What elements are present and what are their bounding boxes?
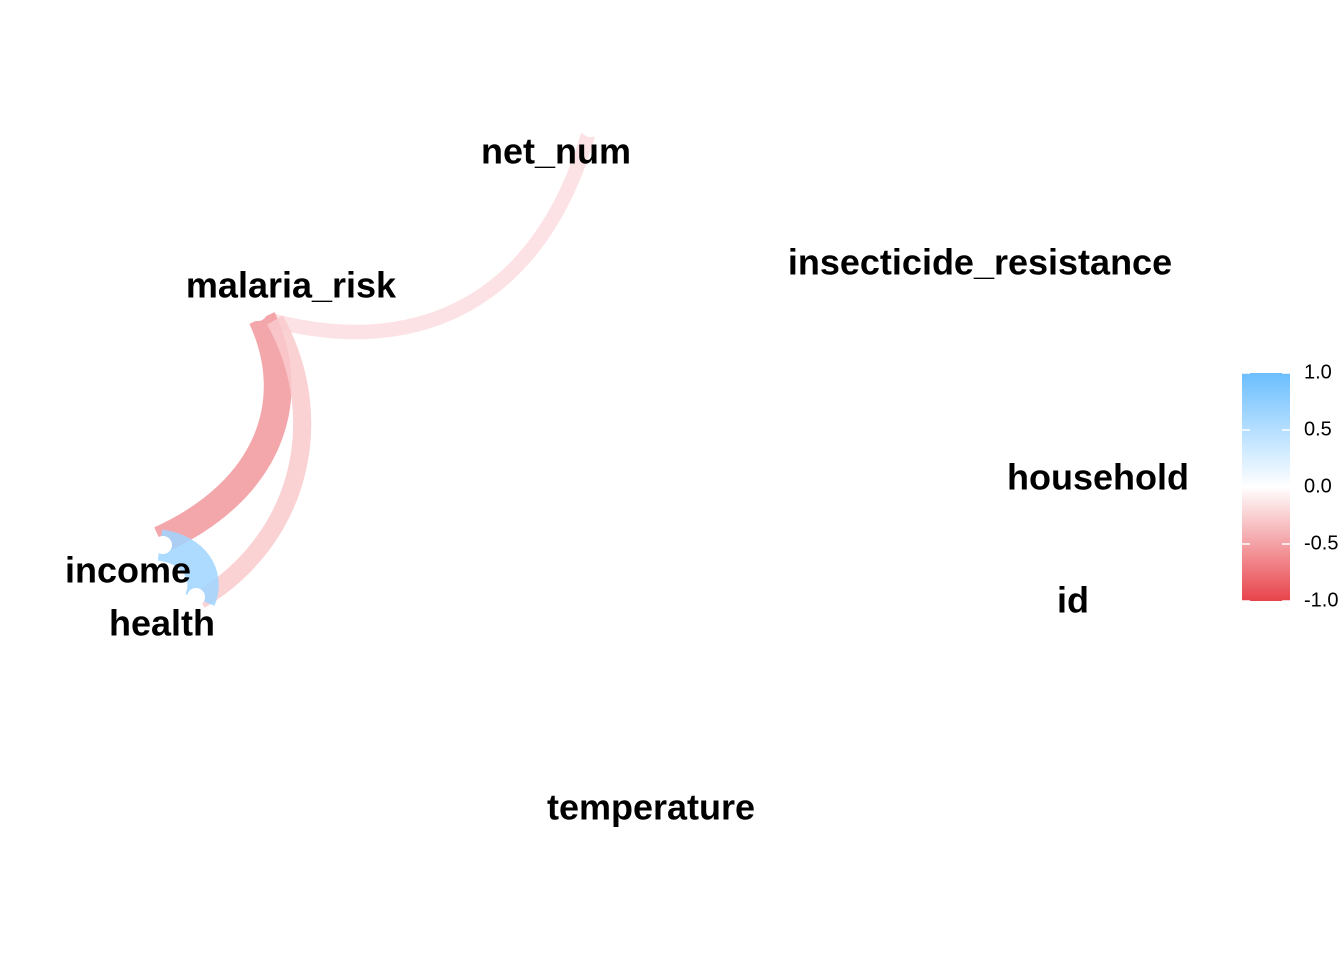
edge-malaria_risk-income (160, 318, 278, 540)
node-label-income: income (65, 550, 191, 591)
node-dot-malaria_risk (249, 303, 267, 321)
color-legend: 1.0 0.5 0.0 -0.5 -1.0 (1242, 361, 1338, 611)
legend-tick-label--1.0: -1.0 (1304, 589, 1338, 611)
node-label-net_num: net_num (481, 131, 631, 172)
node-label-health: health (109, 603, 215, 644)
nodes-layer (154, 119, 599, 606)
node-label-insecticide_resistance: insecticide_resistance (788, 242, 1172, 283)
legend-tick-label-0.5: 0.5 (1304, 418, 1332, 440)
node-label-temperature: temperature (547, 787, 755, 828)
node-label-malaria_risk: malaria_risk (186, 265, 397, 306)
node-label-household: household (1007, 457, 1189, 498)
node-label-id: id (1057, 580, 1089, 621)
legend-tick-label-1.0: 1.0 (1304, 361, 1332, 383)
edges-layer (160, 135, 588, 600)
legend-tick-label-0.0: 0.0 (1304, 475, 1332, 497)
legend-tick-label--0.5: -0.5 (1304, 532, 1338, 554)
